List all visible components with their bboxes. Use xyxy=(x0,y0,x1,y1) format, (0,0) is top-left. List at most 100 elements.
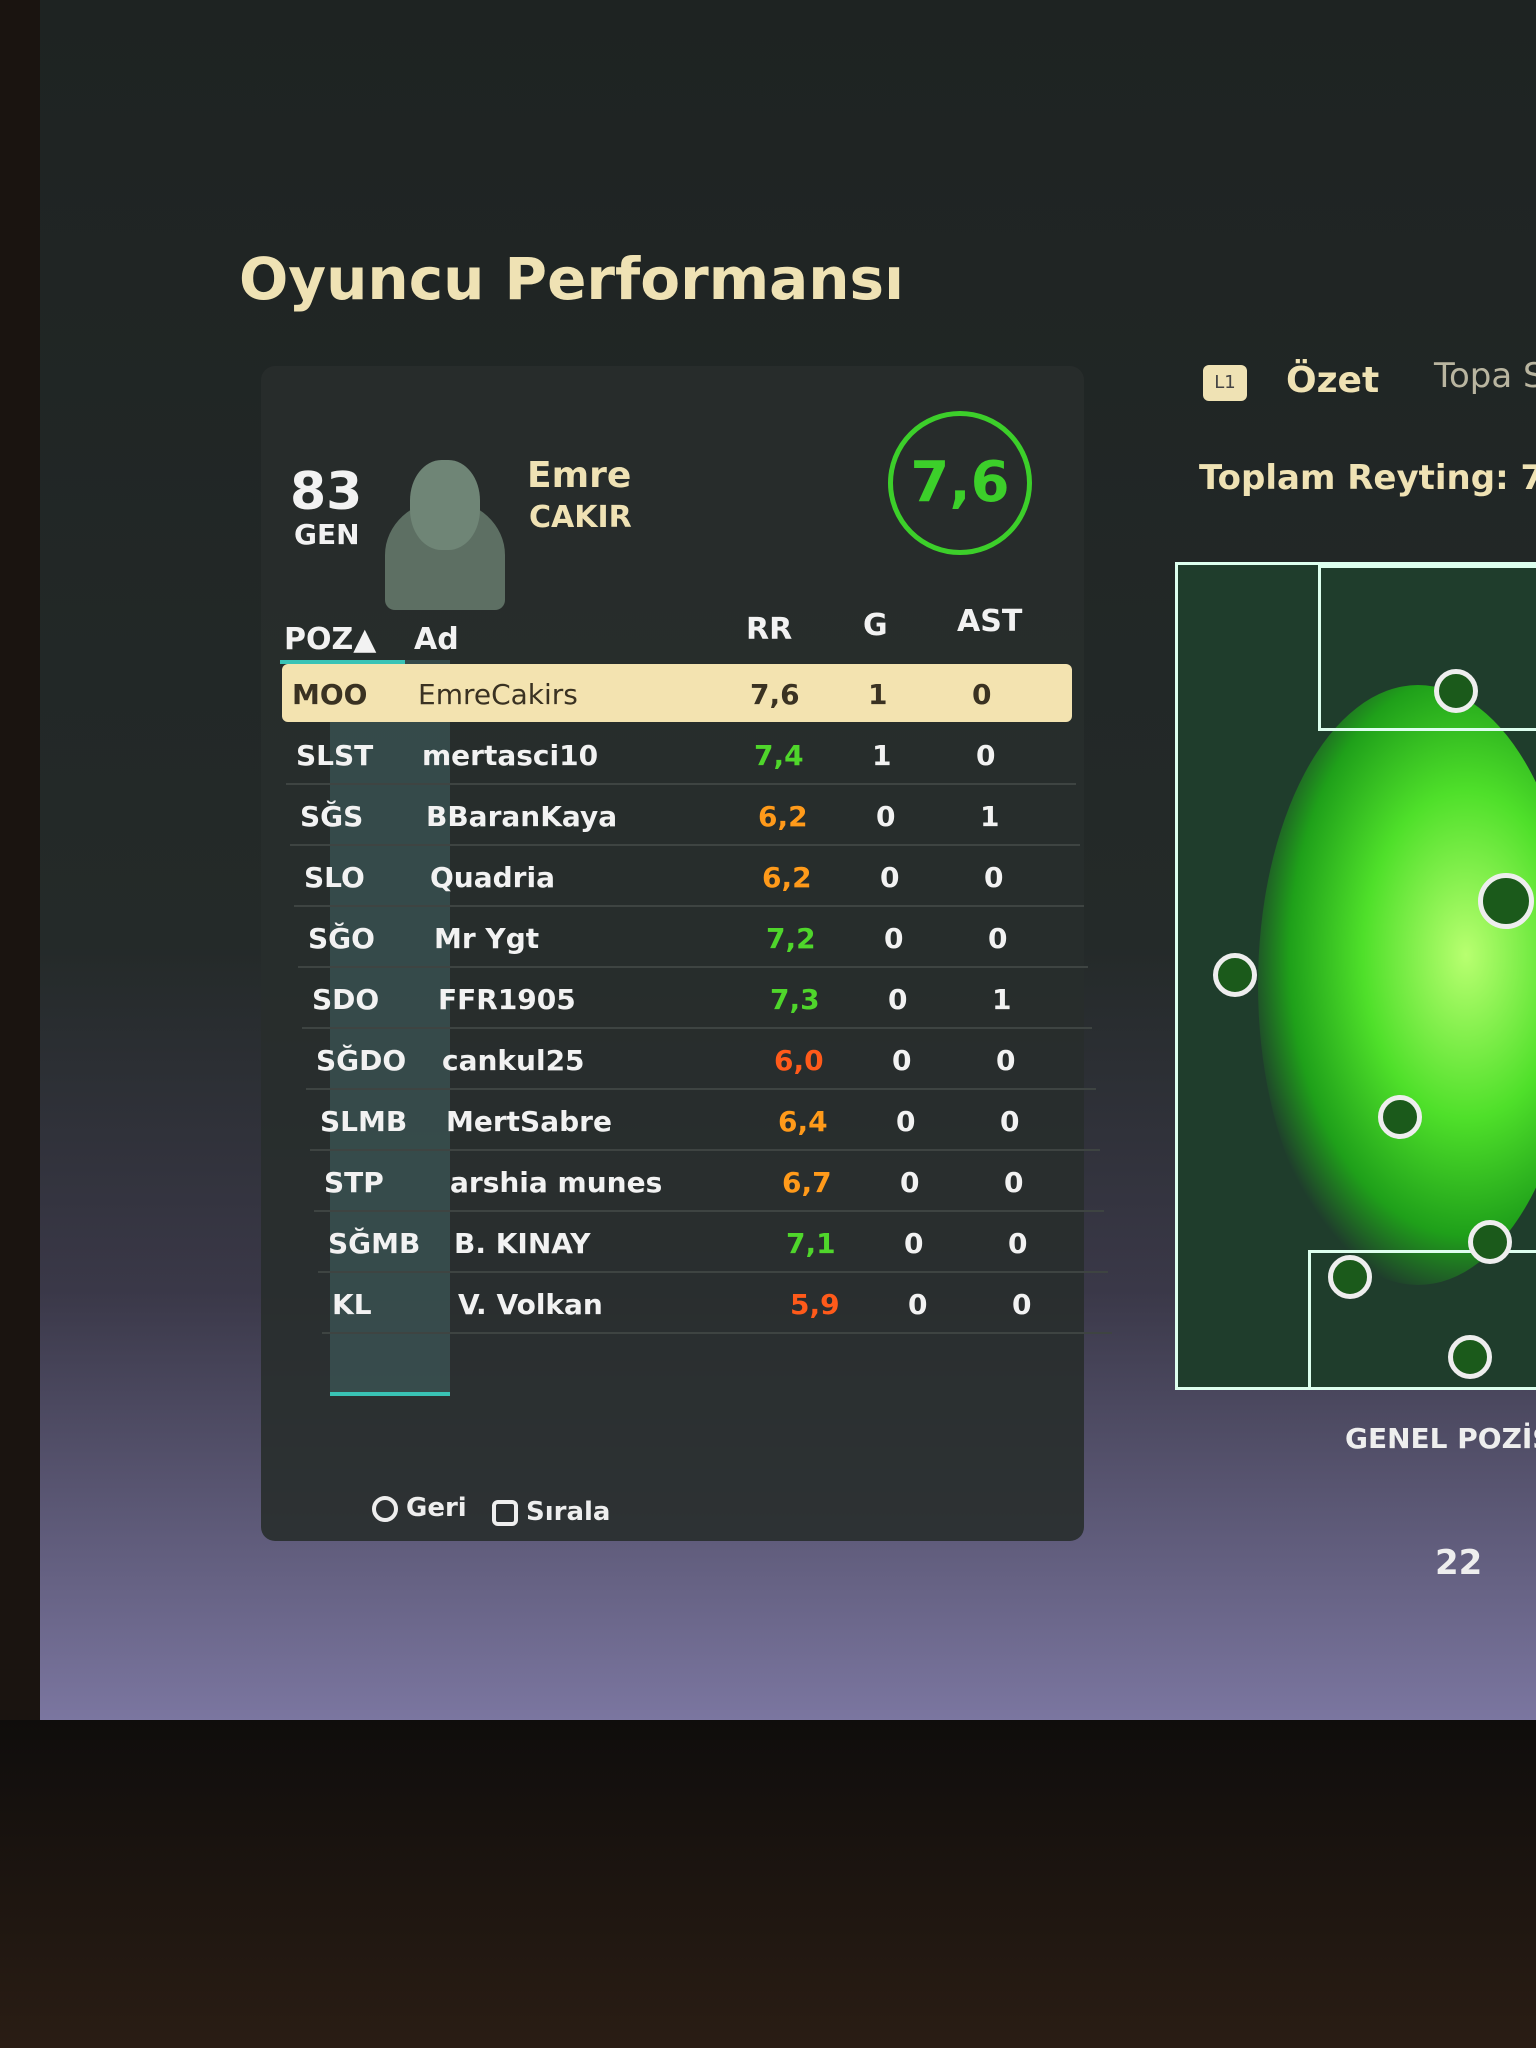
row-position: STP xyxy=(324,1166,384,1199)
table-row[interactable]: SDO FFR1905 7,3 0 1 xyxy=(302,969,1092,1029)
row-name: B. KINAY xyxy=(454,1227,591,1260)
row-name: BBaranKaya xyxy=(426,800,618,833)
row-position: SLST xyxy=(296,739,374,772)
row-assists: 0 xyxy=(984,861,1004,894)
row-position: MOO xyxy=(292,678,368,711)
row-goals: 0 xyxy=(892,1044,912,1077)
player-marker xyxy=(1468,1220,1512,1264)
player-marker xyxy=(1328,1255,1372,1299)
overall: 83 xyxy=(290,462,363,522)
table-row[interactable]: KL V. Volkan 5,9 0 0 xyxy=(322,1274,1112,1334)
row-name: EmreCakirs xyxy=(418,678,578,711)
desk xyxy=(0,1720,1536,2048)
row-assists: 0 xyxy=(996,1044,1016,1077)
header-name[interactable]: Ad xyxy=(414,622,459,657)
row-assists: 1 xyxy=(992,983,1012,1016)
table-row[interactable]: SLST mertasci10 7,4 1 0 xyxy=(286,725,1076,785)
header-poz[interactable]: POZ▲ xyxy=(284,622,377,657)
player-head xyxy=(410,460,480,550)
row-goals: 0 xyxy=(908,1288,928,1321)
row-assists: 0 xyxy=(1000,1105,1020,1138)
rating-ring xyxy=(888,411,1032,555)
table-row[interactable]: SLO Quadria 6,2 0 0 xyxy=(294,847,1084,907)
row-goals: 0 xyxy=(904,1227,924,1260)
row-name: arshia munes xyxy=(450,1166,663,1199)
row-name: cankul25 xyxy=(442,1044,585,1077)
player-marker xyxy=(1448,1335,1492,1379)
row-goals: 0 xyxy=(880,861,900,894)
page-title: Oyuncu Performansı xyxy=(239,245,904,313)
row-position: KL xyxy=(332,1288,372,1321)
tab-summary[interactable]: Özet xyxy=(1286,360,1380,401)
row-assists: 0 xyxy=(1004,1166,1024,1199)
penalty-box-bottom xyxy=(1308,1250,1536,1387)
row-goals: 1 xyxy=(872,739,892,772)
player-marker xyxy=(1434,669,1478,713)
scroll-indicator xyxy=(330,1392,450,1396)
player-marker xyxy=(1378,1095,1422,1139)
row-goals: 0 xyxy=(888,983,908,1016)
table-row[interactable]: STP arshia munes 6,7 0 0 xyxy=(314,1152,1104,1212)
row-goals: 0 xyxy=(884,922,904,955)
row-position: SLMB xyxy=(320,1105,408,1138)
row-rating: 7,4 xyxy=(754,739,804,772)
table-row[interactable]: SĞDO cankul25 6,0 0 0 xyxy=(306,1030,1096,1090)
row-position: SLO xyxy=(304,861,365,894)
row-goals: 0 xyxy=(896,1105,916,1138)
table-row[interactable]: MOO EmreCakirs 7,6 1 0 xyxy=(282,664,1072,722)
row-position: SĞS xyxy=(300,800,364,833)
row-assists: 0 xyxy=(1012,1288,1032,1321)
heat-blob xyxy=(1258,685,1536,1285)
row-goals: 1 xyxy=(868,678,888,711)
row-assists: 0 xyxy=(988,922,1008,955)
row-rating: 7,2 xyxy=(766,922,816,955)
row-name: mertasci10 xyxy=(422,739,599,772)
row-rating: 6,4 xyxy=(778,1105,828,1138)
row-rating: 6,2 xyxy=(762,861,812,894)
player-marker xyxy=(1478,873,1534,929)
row-name: FFR1905 xyxy=(438,983,576,1016)
row-rating: 7,6 xyxy=(750,678,800,711)
row-rating: 6,2 xyxy=(758,800,808,833)
heatmap-label: GENEL POZİS xyxy=(1345,1422,1536,1455)
row-assists: 0 xyxy=(1008,1227,1028,1260)
row-position: SĞDO xyxy=(316,1044,407,1077)
tab-button[interactable]: L1 xyxy=(1203,365,1247,401)
total-rating: Toplam Reyting: 7,6 xyxy=(1199,458,1536,498)
row-name: V. Volkan xyxy=(458,1288,603,1321)
row-position: SĞO xyxy=(308,922,375,955)
row-rating: 7,1 xyxy=(786,1227,836,1260)
row-rating: 5,9 xyxy=(790,1288,840,1321)
row-name: Mr Ygt xyxy=(434,922,540,955)
row-rating: 7,3 xyxy=(770,983,820,1016)
page-number: 22 xyxy=(1435,1543,1483,1583)
first-name: Emre xyxy=(527,455,632,496)
back-label: Geri xyxy=(406,1493,467,1523)
table-row[interactable]: SĞMB B. KINAY 7,1 0 0 xyxy=(318,1213,1108,1273)
player-marker xyxy=(1213,953,1257,997)
sort-underline xyxy=(280,660,405,664)
row-assists: 0 xyxy=(972,678,992,711)
overall-label: GEN xyxy=(294,518,360,551)
header-ast[interactable]: AST xyxy=(957,604,1023,639)
back-button[interactable]: Geri xyxy=(372,1493,467,1523)
table-row[interactable]: SLMB MertSabre 6,4 0 0 xyxy=(310,1091,1100,1151)
row-assists: 0 xyxy=(976,739,996,772)
row-name: Quadria xyxy=(430,861,555,894)
table-row[interactable]: SĞO Mr Ygt 7,2 0 0 xyxy=(298,908,1088,968)
row-goals: 0 xyxy=(900,1166,920,1199)
row-rating: 6,7 xyxy=(782,1166,832,1199)
header-rr[interactable]: RR xyxy=(746,612,793,647)
last-name: CAKIR xyxy=(529,500,632,535)
sort-label: Sırala xyxy=(526,1497,611,1527)
sort-button[interactable]: Sırala xyxy=(492,1497,610,1527)
row-rating: 6,0 xyxy=(774,1044,824,1077)
rating: 7,6 xyxy=(910,450,1010,515)
table-row[interactable]: SĞS BBaranKaya 6,2 0 1 xyxy=(290,786,1080,846)
penalty-box xyxy=(1318,565,1536,731)
row-name: MertSabre xyxy=(446,1105,612,1138)
header-g[interactable]: G xyxy=(863,608,888,643)
tab-possession[interactable]: Topa S xyxy=(1434,356,1536,396)
row-position: SĞMB xyxy=(328,1227,421,1260)
